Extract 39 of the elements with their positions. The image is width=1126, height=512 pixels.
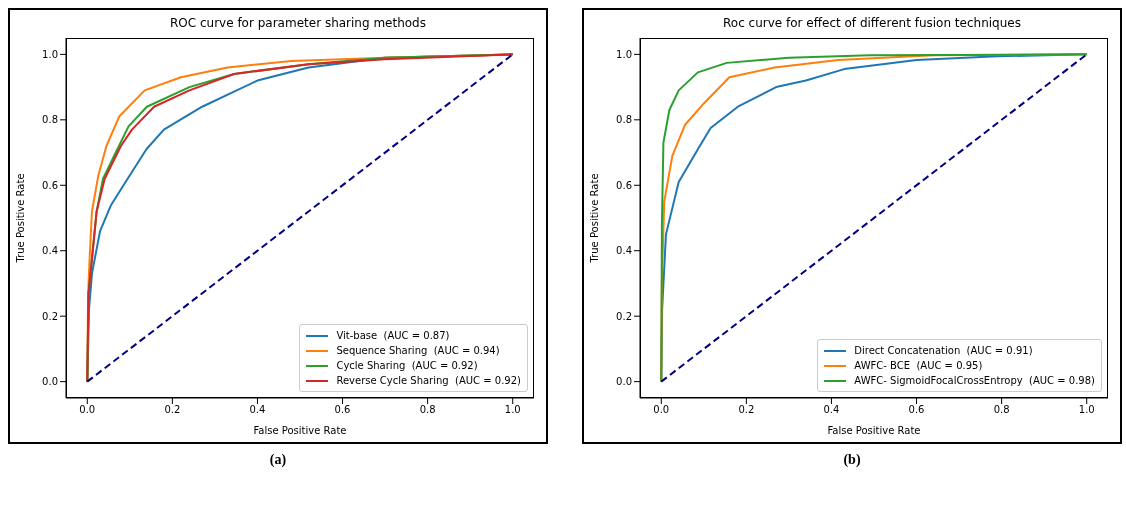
y-tick-label: 0.8 (42, 114, 58, 126)
x-axis-title: False Positive Rate (253, 425, 347, 436)
y-tick-label: 0.2 (42, 310, 58, 322)
y-tick-label: 0.0 (42, 376, 58, 388)
legend-label: AWFC- SigmoidFocalCrossEntropy (AUC = 0.98) (854, 375, 1095, 386)
x-tick-label: 0.4 (823, 404, 840, 416)
text: (b) (842, 452, 862, 468)
legend-label: Sequence Sharing (AUC = 0.94) (336, 345, 500, 356)
legend-label: Vit-base (AUC = 0.87) (336, 330, 450, 341)
x-tick-label: 0.6 (334, 404, 351, 416)
x-tick-label: 0.8 (993, 404, 1010, 416)
y-tick-label: 0.2 (616, 310, 632, 322)
x-tick-label: 0.2 (738, 404, 755, 416)
legend-label: Direct Concatenation (AUC = 0.91) (854, 345, 1033, 356)
y-tick-label: 0.6 (616, 179, 632, 191)
text: (a) (268, 452, 288, 468)
x-tick-label: 0.4 (249, 404, 266, 416)
x-axis-title: False Positive Rate (827, 425, 921, 436)
x-tick-label: 0.2 (164, 404, 181, 416)
y-tick-label: 1.0 (616, 48, 632, 60)
x-tick-label: 0.0 (79, 404, 96, 416)
chart-title: ROC curve for parameter sharing methods (169, 15, 427, 32)
x-tick-label: 0.6 (908, 404, 925, 416)
y-tick-label: 0.0 (616, 376, 632, 388)
y-tick-label: 1.0 (42, 48, 58, 60)
legend-label: AWFC- BCE (AUC = 0.95) (854, 360, 983, 371)
x-tick-label: 0.0 (653, 404, 670, 416)
y-tick-label: 0.4 (616, 245, 632, 257)
chart-title: Roc curve for effect of different fusion techniques (722, 15, 1022, 32)
x-tick-label: 1.0 (504, 404, 521, 416)
y-tick-label: 0.4 (42, 245, 58, 257)
legend-label: Reverse Cycle Sharing (AUC = 0.92) (336, 375, 521, 386)
x-tick-label: 1.0 (1078, 404, 1095, 416)
legend-label: Cycle Sharing (AUC = 0.92) (336, 360, 478, 371)
y-tick-label: 0.8 (616, 114, 632, 126)
y-axis-title: True Positive Rate (588, 173, 600, 264)
y-tick-label: 0.6 (42, 179, 58, 191)
y-axis-title: True Positive Rate (14, 173, 26, 264)
x-tick-label: 0.8 (419, 404, 436, 416)
